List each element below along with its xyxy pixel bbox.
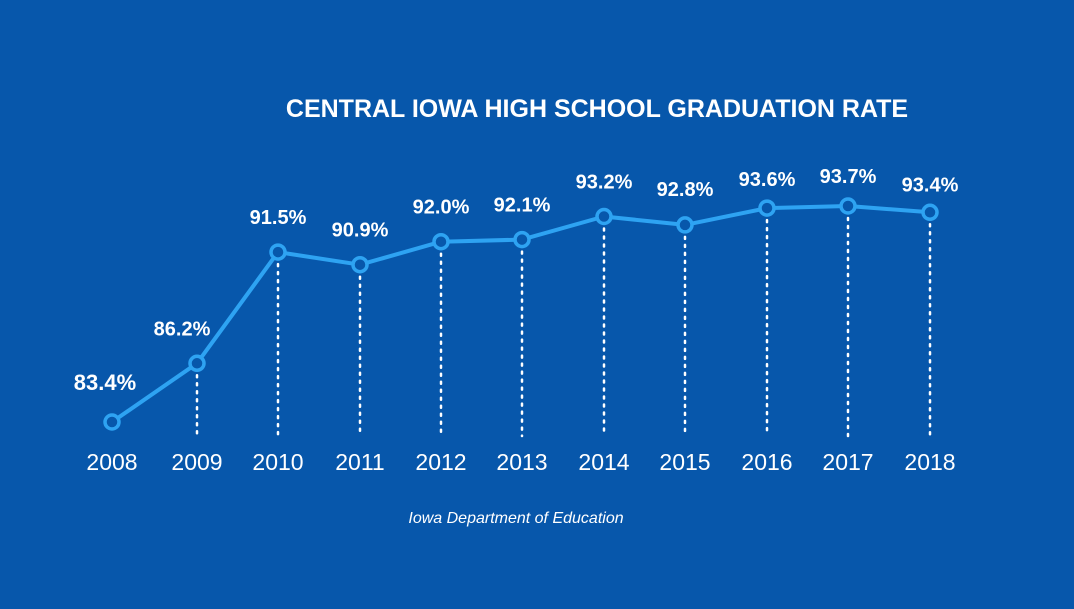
- year-label-2011: 2011: [335, 449, 384, 475]
- year-label-2015: 2015: [659, 449, 710, 475]
- data-point-2015: [676, 216, 694, 234]
- data-point-2011: [351, 255, 369, 274]
- source-label: Iowa Department of Education: [408, 510, 623, 527]
- chart-title: CENTRAL IOWA HIGH SCHOOL GRADUATION RATE: [286, 95, 908, 123]
- value-label-2008: 83.4%: [74, 370, 136, 395]
- value-label-2015: 92.8%: [657, 179, 714, 201]
- markers: [103, 197, 939, 431]
- data-point-2017: [839, 197, 857, 215]
- data-point-2012: [432, 232, 450, 251]
- year-label-2010: 2010: [252, 449, 303, 475]
- droplines: [195, 216, 932, 438]
- year-label-2016: 2016: [741, 449, 792, 475]
- year-label-2014: 2014: [578, 449, 629, 475]
- value-label-2017: 93.7%: [820, 166, 877, 188]
- data-point-2013: [513, 230, 531, 249]
- year-label-2008: 2008: [86, 449, 137, 475]
- year-label-2013: 2013: [496, 449, 547, 475]
- value-label-2018: 93.4%: [902, 174, 959, 196]
- value-label-2010: 91.5%: [250, 207, 307, 229]
- data-point-2010: [269, 243, 287, 261]
- data-point-2016: [758, 199, 776, 217]
- data-point-2009: [188, 354, 206, 373]
- value-label-2016: 93.6%: [739, 169, 796, 191]
- value-label-2014: 93.2%: [576, 172, 633, 194]
- value-label-2009: 86.2%: [154, 318, 211, 340]
- data-point-2014: [595, 207, 613, 226]
- year-labels: 2008 2009 2010 2011 2012 2013 2014 2015 2016 2017…: [86, 449, 955, 475]
- year-label-2012: 2012: [415, 449, 466, 475]
- data-point-2018: [921, 203, 939, 222]
- year-label-2017: 2017: [822, 449, 873, 475]
- year-label-2009: 2009: [171, 449, 222, 475]
- value-label-2011: 90.9%: [332, 220, 389, 242]
- value-labels: 83.4% 86.2% 91.5% 90.9% 92.0% 92.1% 93.2% 92.8%…: [74, 166, 959, 395]
- year-label-2018: 2018: [904, 449, 955, 475]
- value-label-2012: 92.0%: [413, 197, 470, 219]
- value-label-2013: 92.1%: [494, 195, 551, 217]
- data-point-2008: [103, 413, 121, 431]
